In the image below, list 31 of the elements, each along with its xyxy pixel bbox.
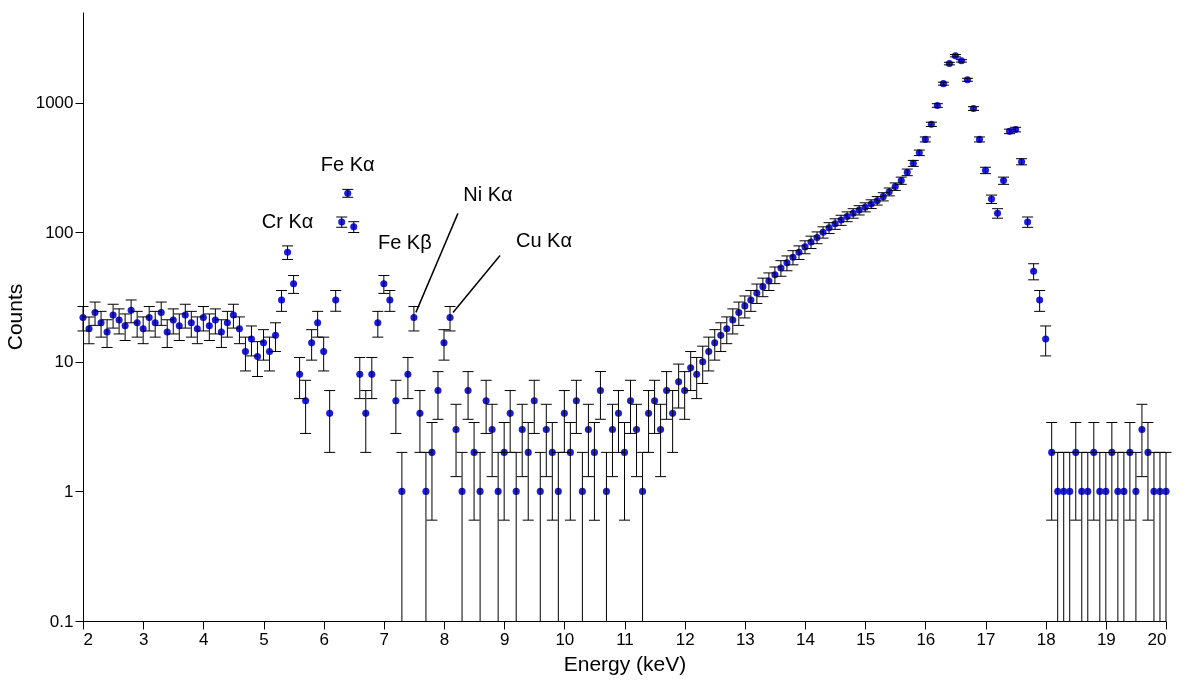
x-tick-label: 16 [916,629,936,649]
x-tick-label: 11 [616,629,634,649]
y-tick-label: 1 [64,481,74,501]
x-tick-label: 9 [499,629,510,649]
y-axis-title: Counts [2,283,26,351]
x-tick-label: 19 [1096,629,1116,649]
x-axis-title: Energy (keV) [563,651,687,675]
annotation: Fe Kβ [377,230,432,253]
x-tick-label: 14 [796,629,815,649]
x-tick-label: 13 [735,629,755,649]
y-tick-label: 1000 [35,93,74,113]
x-tick-label: 17 [976,629,996,649]
annotation: Fe Kα [320,153,375,176]
x-tick-label: 2 [83,629,93,649]
x-tick-label: 18 [1036,629,1056,649]
x-tick-label: 3 [138,629,149,649]
x-tick-label: 5 [259,629,269,649]
annotation: Cr Kα [261,210,314,233]
x-tick-label: 15 [856,629,876,649]
x-tick-label: 20 [1147,629,1167,649]
x-tick-label: 4 [199,629,209,649]
y-tick-label: 100 [45,222,74,242]
x-tick-label: 12 [675,629,695,649]
y-tick-label: 10 [54,352,74,372]
x-tick-label: 6 [319,629,329,649]
x-tick-label: 7 [379,629,390,649]
annotation: Ni Kα [463,183,513,206]
x-tick-label: 10 [555,629,575,649]
y-tick-label: 0.1 [49,611,74,631]
x-tick-label: 8 [439,629,450,649]
annotation: Cu Kα [516,229,573,252]
